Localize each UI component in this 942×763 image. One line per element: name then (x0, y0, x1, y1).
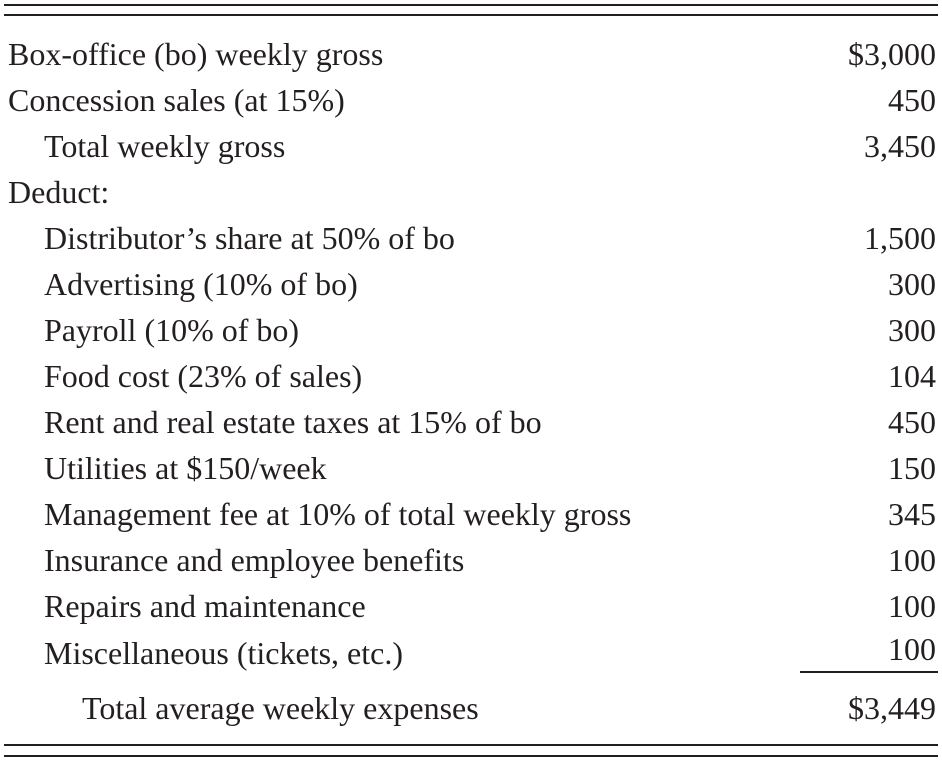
row-label: Distributor’s share at 50% of bo (44, 220, 455, 256)
row-label: Rent and real estate taxes at 15% of bo (44, 404, 542, 440)
row-value: 450 (888, 82, 936, 118)
row-value: $3,000 (848, 36, 936, 72)
row-label: Management fee at 10% of total weekly gr… (44, 496, 632, 532)
table-row: Box-office (bo) weekly gross $3,000 (0, 32, 942, 76)
bottom-double-rule-lower (4, 755, 938, 757)
row-value: 100 (888, 542, 936, 578)
table-row: Miscellaneous (tickets, etc.) 100 (0, 627, 942, 671)
table-row: Total weekly gross 3,450 (0, 124, 942, 168)
subtotal-rule (800, 671, 938, 673)
row-value: 104 (888, 358, 936, 394)
row-value: 100 (888, 631, 936, 667)
table-row: Repairs and maintenance 100 (0, 584, 942, 628)
total-label: Total average weekly expenses (82, 690, 479, 726)
table-row: Concession sales (at 15%) 450 (0, 78, 942, 122)
row-value: 450 (888, 404, 936, 440)
top-double-rule-upper (4, 4, 938, 6)
row-label: Miscellaneous (tickets, etc.) (44, 635, 403, 671)
total-row: Total average weekly expenses $3,449 (0, 686, 942, 730)
row-label: Concession sales (at 15%) (8, 82, 345, 118)
row-label: Box-office (bo) weekly gross (8, 36, 384, 72)
row-label: Food cost (23% of sales) (44, 358, 363, 394)
row-value: 100 (888, 588, 936, 624)
row-value: 1,500 (864, 220, 936, 256)
table-row: Advertising (10% of bo) 300 (0, 262, 942, 306)
row-value: 300 (888, 266, 936, 302)
row-label: Insurance and employee benefits (44, 542, 465, 578)
row-label: Deduct: (8, 174, 110, 210)
table-row: Payroll (10% of bo) 300 (0, 308, 942, 352)
table-row: Insurance and employee benefits 100 (0, 538, 942, 582)
row-label: Utilities at $150/week (44, 450, 327, 486)
row-label: Payroll (10% of bo) (44, 312, 300, 348)
total-value: $3,449 (848, 690, 936, 726)
table-row: Management fee at 10% of total weekly gr… (0, 492, 942, 536)
row-value: 300 (888, 312, 936, 348)
row-value: 345 (888, 496, 936, 532)
bottom-double-rule-upper (4, 744, 938, 746)
row-label: Repairs and maintenance (44, 588, 366, 624)
top-double-rule-lower (4, 14, 938, 16)
row-value: 150 (888, 450, 936, 486)
row-value: 3,450 (864, 128, 936, 164)
row-label: Total weekly gross (44, 128, 286, 164)
table-row: Food cost (23% of sales) 104 (0, 354, 942, 398)
table-row: Rent and real estate taxes at 15% of bo … (0, 400, 942, 444)
table-row: Utilities at $150/week 150 (0, 446, 942, 490)
row-label: Advertising (10% of bo) (44, 266, 358, 302)
table-row: Distributor’s share at 50% of bo 1,500 (0, 216, 942, 260)
table-row: Deduct: (0, 170, 942, 214)
